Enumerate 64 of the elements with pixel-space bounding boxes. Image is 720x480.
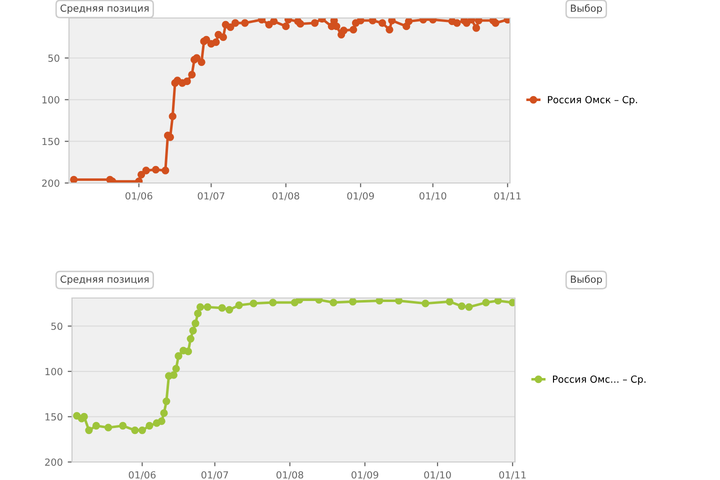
point: [250, 300, 258, 308]
point: [422, 300, 430, 308]
point: [104, 424, 112, 432]
point: [458, 302, 466, 310]
y-tick-label: 150: [42, 138, 60, 146]
text: Средняя позиция: [60, 275, 149, 285]
y-tick-label: 100: [42, 96, 60, 104]
point: [162, 397, 170, 406]
point: [172, 364, 180, 372]
y-tick-label: 100: [45, 368, 62, 376]
point: [158, 417, 166, 426]
x-tick-label: 01/10: [424, 471, 451, 480]
point: [269, 298, 277, 306]
point: [146, 422, 154, 430]
point: [189, 326, 197, 334]
x-tick-label: 01/09: [347, 192, 374, 200]
x-tick-label: 01/11: [499, 471, 526, 480]
x-tick-label: 01/10: [420, 192, 446, 200]
legend-label: Россия Омс... – Ср.: [553, 375, 646, 385]
x-tick-label: 01/08: [276, 471, 304, 480]
point: [348, 298, 357, 306]
text: Выбор: [570, 275, 602, 285]
point: [184, 348, 192, 356]
point: [186, 334, 194, 343]
point: [131, 426, 139, 434]
point: [494, 298, 502, 305]
point: [446, 298, 454, 306]
point: [194, 310, 202, 318]
y-tick-label: 50: [48, 54, 60, 62]
x-tick-label: 01/07: [201, 471, 228, 480]
x-tick-label: 01/09: [352, 471, 378, 480]
point: [218, 304, 226, 312]
x-tick-label: 01/06: [126, 192, 152, 200]
y-tick-label: 200: [42, 179, 60, 187]
y-tick-label: 50: [51, 322, 62, 330]
point: [465, 303, 473, 311]
point: [330, 298, 338, 306]
point: [92, 422, 100, 430]
x-tick-label: 01/07: [198, 192, 224, 200]
point: [170, 371, 178, 379]
y-tick-label: 150: [45, 413, 62, 421]
point: [296, 298, 304, 304]
point: [192, 320, 200, 328]
point: [226, 306, 234, 314]
point: [160, 409, 168, 417]
x-tick-label: 01/11: [494, 192, 521, 200]
point: [119, 422, 127, 430]
text: Средняя позиция: [60, 4, 149, 14]
legend-label: Россия Омск – Ср.: [548, 96, 638, 106]
point: [204, 303, 212, 311]
point: [508, 298, 515, 306]
point: [482, 298, 490, 306]
point: [394, 298, 403, 305]
y-tick-label: 200: [45, 458, 62, 466]
point: [235, 301, 243, 310]
point: [315, 298, 323, 304]
x-tick-label: 01/08: [272, 192, 300, 200]
point: [85, 426, 93, 434]
point: [376, 298, 384, 305]
point: [138, 426, 146, 434]
text: Выбор: [570, 4, 602, 14]
point: [174, 352, 182, 360]
point: [196, 303, 204, 311]
x-tick-label: 01/06: [128, 471, 156, 480]
